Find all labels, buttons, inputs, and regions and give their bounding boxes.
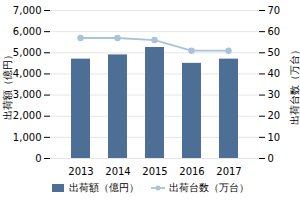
svg-text:2013: 2013 [68,166,93,177]
svg-text:3,000: 3,000 [13,89,42,100]
svg-text:0: 0 [35,153,41,164]
svg-text:2015: 2015 [142,166,167,177]
svg-text:1,000: 1,000 [13,132,42,143]
svg-text:2014: 2014 [105,166,130,177]
svg-text:7,000: 7,000 [13,5,42,16]
html-text:出荷額（億円）: 出荷額（億円） [69,182,139,193]
svg-text:4,000: 4,000 [13,68,42,79]
svg-text:2016: 2016 [179,166,204,177]
svg-text:出荷額（億円）: 出荷額（億円） [2,50,13,120]
svg-text:10: 10 [268,132,281,143]
svg-text:40: 40 [268,68,281,79]
svg-text:0: 0 [268,153,274,164]
svg-text:70: 70 [268,5,281,16]
html-text:出荷台数（万台）: 出荷台数（万台） [169,182,249,193]
svg-text:30: 30 [268,89,281,100]
svg-text:60: 60 [268,26,281,37]
svg-text:6,000: 6,000 [13,26,42,37]
svg-text:2017: 2017 [216,166,241,177]
svg-text:2,000: 2,000 [13,110,42,121]
svg-text:20: 20 [268,110,281,121]
svg-text:5,000: 5,000 [13,47,42,58]
svg-text:出荷台数（万台）: 出荷台数（万台） [289,45,300,125]
svg-text:50: 50 [268,47,281,58]
